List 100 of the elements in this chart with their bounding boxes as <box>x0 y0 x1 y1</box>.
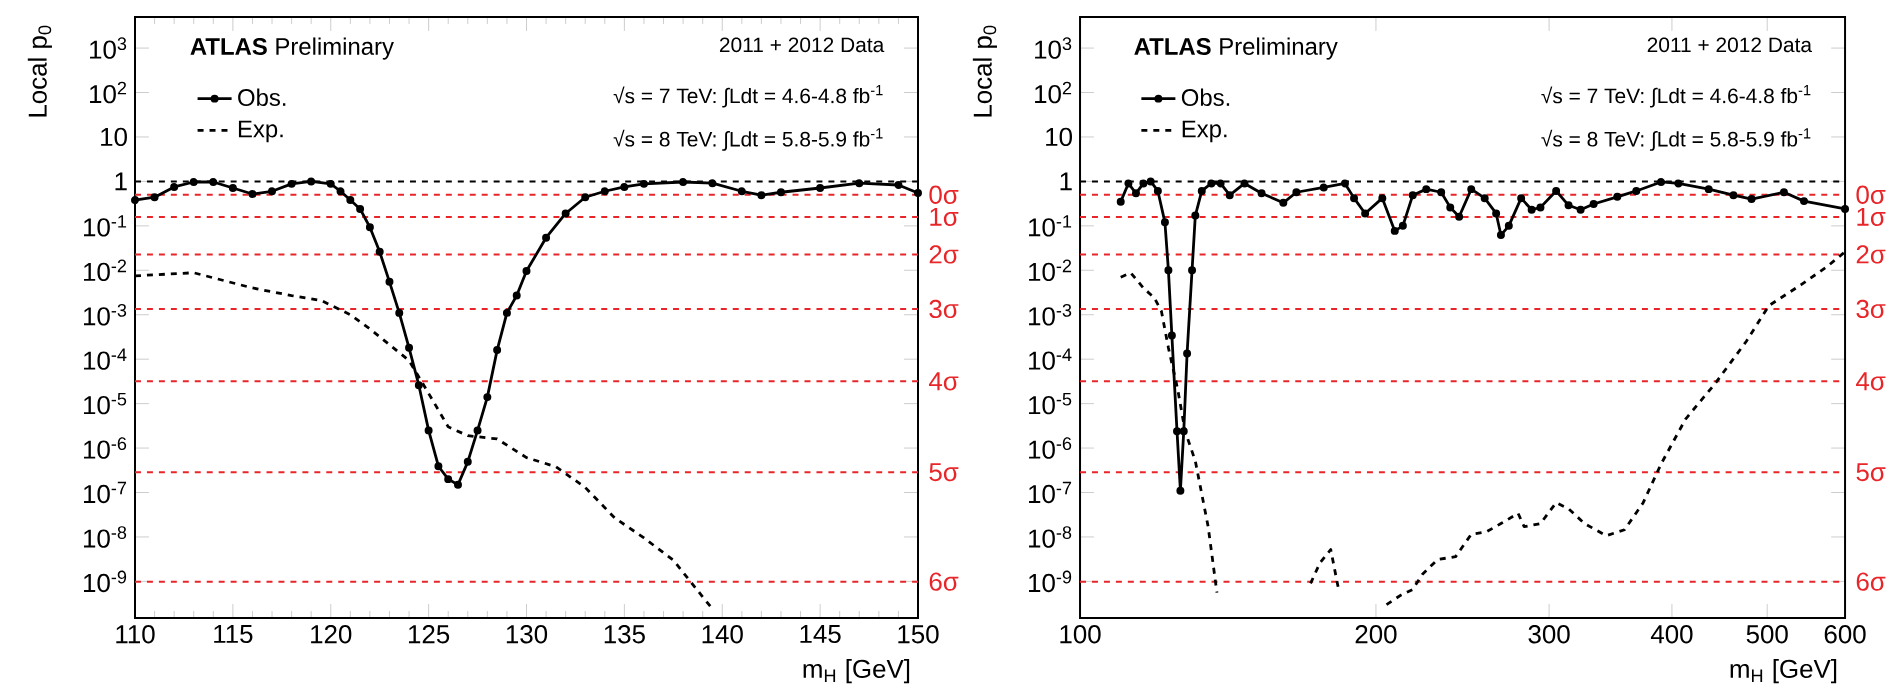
x-tick-label: 140 <box>702 625 743 644</box>
x-tick-label: 200 <box>1355 625 1397 644</box>
ref-line-label: 1σ <box>1857 207 1886 226</box>
point <box>463 457 472 466</box>
y-tick-label: 10$^{2}$ <box>1035 81 1072 104</box>
point <box>414 381 423 390</box>
point <box>444 475 453 484</box>
point <box>776 188 785 197</box>
y-axis-title: Local p$_{0}$ <box>972 25 997 117</box>
point <box>454 480 462 489</box>
x-tick-label: 300 <box>1528 625 1570 644</box>
y-tick-label: 10$^{-2}$ <box>1029 259 1072 282</box>
point <box>581 193 590 202</box>
annotation: √s = 7 TeV: ∫Ldt = 4.6-4.8 fb$^{-1}$ <box>613 85 883 108</box>
point <box>336 187 345 196</box>
ref-line-label: 6σ <box>929 572 959 591</box>
annotation: 2011 + 2012 Data <box>719 37 885 53</box>
point <box>679 177 688 186</box>
y-tick-label: 10$^{3}$ <box>90 37 127 59</box>
point <box>600 187 609 196</box>
ref-line-label: 1σ <box>930 207 959 226</box>
y-tick-label: 10$^{-6}$ <box>1029 437 1072 459</box>
point <box>150 193 159 202</box>
point <box>914 188 922 197</box>
point <box>287 179 296 188</box>
point <box>473 426 482 435</box>
y-tick-label: 10$^{-5}$ <box>1029 392 1072 415</box>
y-tick-label: 10$^{-3}$ <box>1029 303 1072 326</box>
ref-line-label: 3σ <box>1856 299 1886 319</box>
annotation: √s = 8 TeV: ∫Ldt = 5.8-5.9 fb$^{-1}$ <box>613 128 883 151</box>
point <box>405 343 414 352</box>
point <box>131 196 139 205</box>
y-tick-label: 1 <box>115 172 127 191</box>
point <box>855 179 864 188</box>
annotation: ATLAS Preliminary <box>1134 37 1338 60</box>
point <box>170 182 179 191</box>
ref-line-label: 5σ <box>929 463 959 482</box>
point <box>209 177 218 186</box>
y-tick-label: 10$^{-9}$ <box>84 570 127 593</box>
x-tick-label: 600 <box>1824 625 1866 644</box>
point <box>434 462 443 471</box>
annotation: ATLAS Preliminary <box>190 37 394 60</box>
y-tick-label: 10$^{-4}$ <box>1029 348 1072 370</box>
x-tick-label: 130 <box>506 625 548 644</box>
y-axis-title: Local p$_{0}$ <box>27 25 52 117</box>
x-tick-label: 400 <box>1650 625 1693 644</box>
y-tick-label: 10$^{-7}$ <box>1029 481 1072 504</box>
x-axis-title: m$_{H}$ [GeV] <box>803 659 910 684</box>
legend-label: Obs. <box>1181 88 1230 107</box>
y-tick-label: 10 <box>101 127 127 147</box>
y-tick-label: 10$^{2}$ <box>90 81 127 104</box>
y-tick-label: 10$^{-1}$ <box>1029 215 1072 237</box>
x-tick-label: 115 <box>214 625 253 644</box>
y-tick-label: 10$^{-2}$ <box>84 259 127 282</box>
point <box>248 190 257 199</box>
point <box>708 179 717 188</box>
y-tick-label: 10 <box>1046 127 1072 147</box>
point <box>502 308 511 317</box>
x-tick-label: 100 <box>1060 625 1101 644</box>
point <box>385 277 394 286</box>
point <box>512 291 521 300</box>
y-tick-label: 10$^{-8}$ <box>1029 526 1072 548</box>
point <box>894 181 903 189</box>
ref-line-label: 5σ <box>1856 463 1886 482</box>
legend-label: Exp. <box>1182 120 1227 143</box>
annotation: 2011 + 2012 Data <box>1647 37 1813 53</box>
y-tick-label: 10$^{-1}$ <box>84 215 127 237</box>
point <box>189 177 198 186</box>
x-axis-title: m$_{H}$ [GeV] <box>1730 659 1837 684</box>
point <box>620 182 629 191</box>
legend-label: Exp. <box>238 120 283 143</box>
y-tick-label: 10$^{-9}$ <box>1029 570 1072 593</box>
point <box>737 187 746 196</box>
ref-line-label: 4σ <box>928 372 959 391</box>
legend-label: Obs. <box>238 88 286 107</box>
point <box>639 179 648 188</box>
y-tick-label: 10$^{-6}$ <box>84 437 127 459</box>
ref-line-label: 2σ <box>929 245 959 264</box>
point <box>395 308 404 317</box>
point <box>365 223 374 232</box>
point <box>307 177 316 186</box>
ref-line-label: 0σ <box>929 185 959 204</box>
point <box>816 184 825 192</box>
y-tick-label: 10$^{-3}$ <box>84 303 127 326</box>
annotation: √s = 7 TeV: ∫Ldt = 4.6-4.8 fb$^{-1}$ <box>1541 85 1811 108</box>
point <box>326 179 335 188</box>
x-tick-label: 500 <box>1746 625 1788 644</box>
y-tick-label: 10$^{-7}$ <box>84 481 127 504</box>
ref-line-label: 3σ <box>929 299 959 319</box>
point <box>493 346 502 355</box>
x-tick-label: 145 <box>800 625 841 644</box>
point <box>424 426 433 435</box>
y-tick-label: 10$^{-8}$ <box>84 526 127 548</box>
ref-line-label: 4σ <box>1856 372 1886 391</box>
x-tick-label: 125 <box>408 625 450 644</box>
point <box>346 196 355 205</box>
y-tick-label: 10$^{3}$ <box>1035 37 1072 59</box>
x-tick-label: 120 <box>311 625 352 644</box>
y-tick-label: 10$^{-4}$ <box>84 348 127 370</box>
point <box>228 184 237 192</box>
